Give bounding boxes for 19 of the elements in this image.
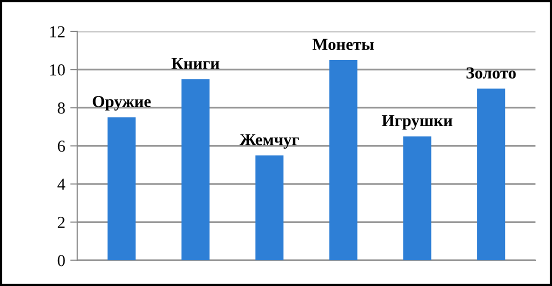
x-tick-label: Оружие xyxy=(92,96,151,111)
y-tick-label: 4 xyxy=(57,178,66,190)
bar xyxy=(329,60,358,260)
x-tick-label: Монеты xyxy=(312,38,374,50)
y-tick-label: 2 xyxy=(58,216,65,228)
bar xyxy=(255,155,284,260)
bar xyxy=(403,136,432,260)
x-tick-label: Игрушки xyxy=(382,115,452,130)
x-tick-label: Книги xyxy=(172,58,220,69)
bar xyxy=(181,79,210,260)
x-tick-label: Золото xyxy=(466,67,516,79)
bar xyxy=(477,88,506,260)
y-tick-label: 0 xyxy=(58,254,65,266)
y-tick-label: 10 xyxy=(50,64,65,76)
bar xyxy=(108,117,136,260)
x-tick-label: Жемчуг xyxy=(240,134,299,149)
y-tick-label: 6 xyxy=(58,140,65,152)
y-tick-label: 8 xyxy=(58,102,65,114)
y-tick-label: 12 xyxy=(50,26,65,38)
